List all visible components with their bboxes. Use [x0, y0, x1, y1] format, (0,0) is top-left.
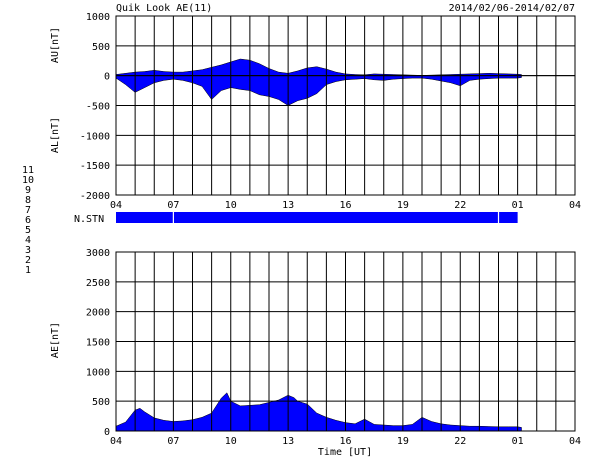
au-al-frame [115, 15, 576, 196]
nstn-segment [116, 212, 518, 223]
station-legend-item: 6 [25, 215, 31, 226]
ae-ytick-label: 2000 [86, 308, 110, 319]
ae-ytick-label: 0 [104, 427, 110, 438]
al-axis-label: AL[nT] [50, 117, 61, 153]
station-legend-item: 7 [25, 205, 31, 216]
au-al-ytick-label: 0 [104, 72, 110, 83]
station-legend-item: 4 [25, 235, 31, 246]
au-al-xtick-label: 16 [339, 200, 351, 211]
au-al-xtick-label: 04 [569, 200, 581, 211]
ae-xtick-label: 04 [110, 436, 122, 447]
ae-xtick-label: 16 [339, 436, 351, 447]
station-legend-item: 9 [25, 185, 31, 196]
ae-xtick-label: 19 [397, 436, 409, 447]
station-legend-item: 11 [22, 165, 34, 176]
ae-xtick-label: 04 [569, 436, 581, 447]
ae-series-area-0 [115, 392, 522, 432]
au-al-ytick-label: -1000 [80, 131, 110, 142]
au-al-ytick-label: -2000 [80, 191, 110, 202]
ae-ytick-label: 1500 [86, 338, 110, 349]
ae-ytick-label: 1000 [86, 367, 110, 378]
au-al-ytick-label: -1500 [80, 161, 110, 172]
station-legend-item: 2 [25, 255, 31, 266]
station-legend-item: 8 [25, 195, 31, 206]
nstn-label: N.STN [74, 214, 104, 225]
ae-xtick-label: 10 [225, 436, 237, 447]
ae-ytick-label: 3000 [86, 248, 110, 259]
ae-xtick-label: 07 [167, 436, 179, 447]
au-al-xtick-label: 19 [397, 200, 409, 211]
ae-xtick-label: 22 [454, 436, 466, 447]
au-al-xtick-label: 10 [225, 200, 237, 211]
au-al-xtick-label: 07 [167, 200, 179, 211]
nstn-bar [116, 212, 518, 223]
station-legend-item: 1 [25, 265, 31, 276]
chart-title: Quik Look AE(11) [116, 3, 212, 14]
au-al-xtick-label: 04 [110, 200, 122, 211]
station-legend-item: 10 [22, 175, 34, 186]
ae-xtick-label: 13 [282, 436, 294, 447]
date-range: 2014/02/06-2014/02/07 [449, 3, 575, 14]
ae-axis-label: AE[nT] [50, 322, 61, 358]
ae-frame [115, 251, 576, 432]
au-axis-label: AU[nT] [50, 27, 61, 63]
time-axis-label: Time [UT] [318, 447, 372, 458]
au-al-xtick-label: 22 [454, 200, 466, 211]
ae-xtick-label: 01 [512, 436, 524, 447]
ae-ytick-label: 2500 [86, 278, 110, 289]
station-legend-item: 3 [25, 245, 31, 256]
au-al-ytick-label: -500 [86, 102, 110, 113]
ae-ytick-label: 500 [92, 397, 110, 408]
au-al-ytick-label: 1000 [86, 12, 110, 23]
au-al-xtick-label: 13 [282, 200, 294, 211]
au-al-ytick-label: 500 [92, 42, 110, 53]
au-al-xtick-label: 01 [512, 200, 524, 211]
station-legend-item: 5 [25, 225, 31, 236]
